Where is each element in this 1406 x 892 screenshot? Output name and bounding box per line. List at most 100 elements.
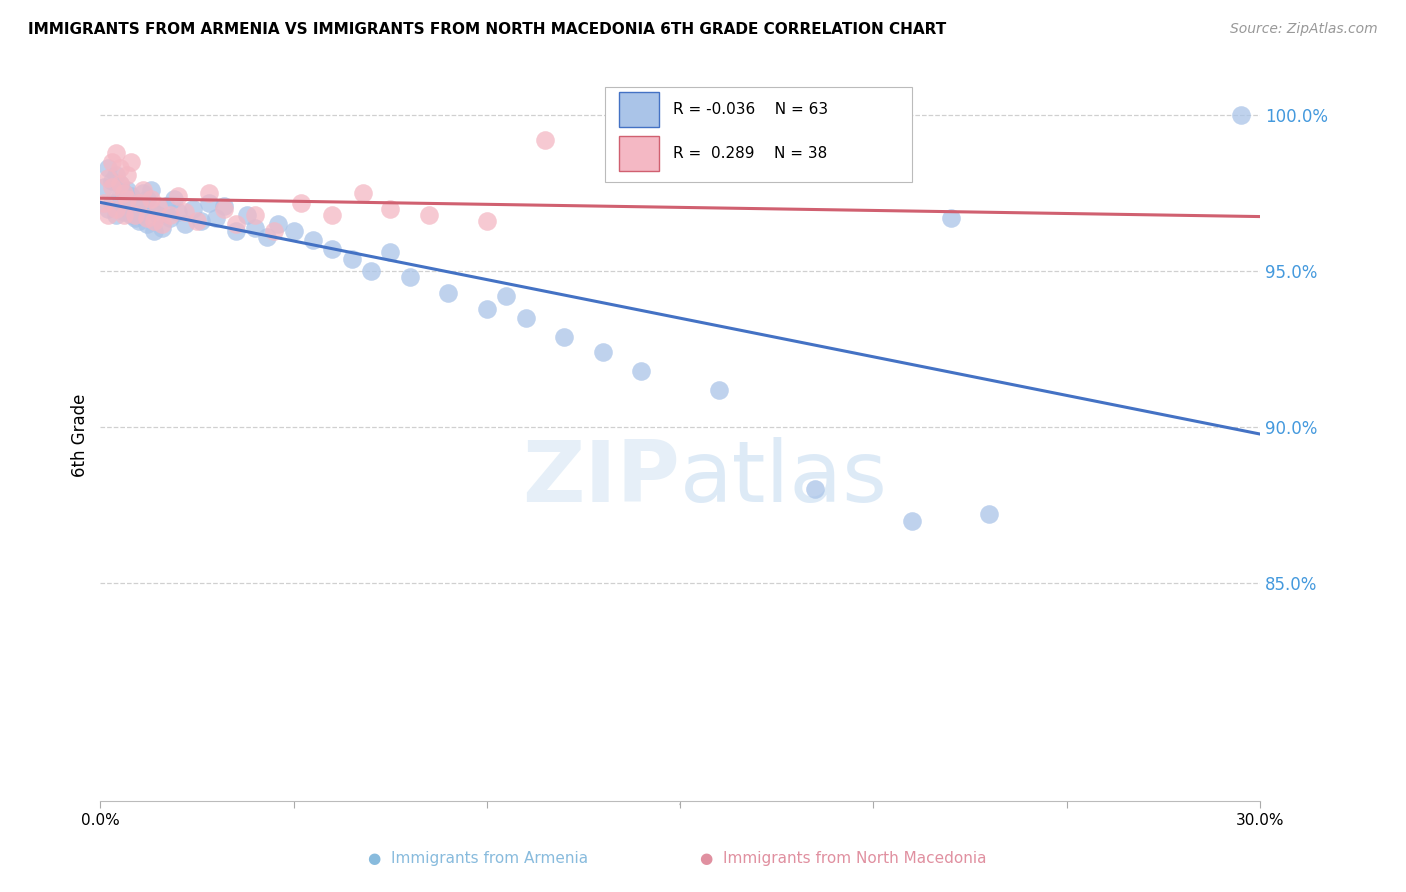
Point — [186, 214, 208, 228]
Point — [592, 345, 614, 359]
Bar — [619, 92, 659, 128]
Point — [1229, 108, 1251, 122]
Point — [120, 189, 142, 203]
Text: ●  Immigrants from North Macedonia: ● Immigrants from North Macedonia — [700, 851, 987, 865]
Point — [495, 289, 517, 303]
Point — [236, 208, 259, 222]
Point — [901, 514, 924, 528]
Point — [163, 193, 186, 207]
Point — [212, 199, 235, 213]
Point — [124, 211, 146, 226]
Point — [166, 189, 188, 203]
Point — [101, 195, 124, 210]
Point — [352, 186, 374, 201]
Point — [398, 270, 420, 285]
Point — [437, 285, 460, 300]
Point — [108, 161, 131, 176]
Point — [475, 301, 498, 316]
Point — [132, 186, 155, 201]
Point — [104, 145, 127, 160]
Point — [174, 218, 197, 232]
Point — [132, 205, 155, 219]
Point — [630, 364, 652, 378]
Point — [290, 195, 312, 210]
Point — [117, 183, 139, 197]
Point — [108, 177, 131, 191]
Point — [321, 243, 343, 257]
Point — [174, 205, 197, 219]
Point — [112, 186, 135, 201]
Point — [181, 202, 204, 216]
Point — [97, 161, 120, 176]
Point — [939, 211, 962, 226]
Text: Source: ZipAtlas.com: Source: ZipAtlas.com — [1230, 22, 1378, 37]
Point — [97, 170, 120, 185]
Point — [197, 195, 219, 210]
Point — [475, 214, 498, 228]
Point — [128, 199, 150, 213]
Point — [148, 199, 170, 213]
Point — [190, 214, 212, 228]
Point — [243, 208, 266, 222]
Point — [120, 208, 142, 222]
Point — [117, 193, 139, 207]
Point — [124, 208, 146, 222]
Point — [256, 230, 278, 244]
Point — [93, 180, 115, 194]
Point — [159, 208, 181, 222]
Point — [418, 208, 440, 222]
Bar — [605, 87, 912, 182]
Point — [101, 174, 124, 188]
Point — [143, 214, 166, 228]
Point — [112, 208, 135, 222]
Point — [534, 133, 557, 147]
Point — [515, 310, 537, 325]
Point — [139, 202, 162, 216]
Point — [321, 208, 343, 222]
Y-axis label: 6th Grade: 6th Grade — [72, 393, 89, 476]
Point — [197, 186, 219, 201]
Point — [283, 224, 305, 238]
Point — [132, 183, 155, 197]
Point — [139, 183, 162, 197]
Point — [553, 329, 575, 343]
Point — [340, 252, 363, 266]
Text: atlas: atlas — [681, 437, 889, 520]
Point — [135, 218, 157, 232]
Text: ZIP: ZIP — [523, 437, 681, 520]
Point — [979, 508, 1001, 522]
Point — [112, 186, 135, 201]
Point — [212, 202, 235, 216]
Point — [243, 220, 266, 235]
Point — [804, 483, 827, 497]
Point — [97, 202, 120, 216]
Point — [128, 214, 150, 228]
Point — [124, 195, 146, 210]
Point — [159, 211, 181, 226]
Point — [143, 224, 166, 238]
Point — [108, 177, 131, 191]
Point — [108, 189, 131, 203]
Point — [104, 202, 127, 216]
Point — [104, 208, 127, 222]
Point — [263, 224, 285, 238]
Point — [101, 155, 124, 169]
Point — [117, 199, 139, 213]
Point — [104, 168, 127, 182]
Point — [135, 193, 157, 207]
Point — [93, 195, 115, 210]
Point — [155, 199, 177, 213]
Bar — [619, 136, 659, 171]
Point — [97, 208, 120, 222]
Point — [112, 205, 135, 219]
Point — [148, 208, 170, 222]
Text: R =  0.289    N = 38: R = 0.289 N = 38 — [673, 146, 827, 161]
Point — [139, 193, 162, 207]
Point — [150, 220, 173, 235]
Point — [150, 218, 173, 232]
Point — [166, 205, 188, 219]
Point — [360, 264, 382, 278]
Text: IMMIGRANTS FROM ARMENIA VS IMMIGRANTS FROM NORTH MACEDONIA 6TH GRADE CORRELATION: IMMIGRANTS FROM ARMENIA VS IMMIGRANTS FR… — [28, 22, 946, 37]
Point — [302, 233, 325, 247]
Point — [267, 218, 290, 232]
